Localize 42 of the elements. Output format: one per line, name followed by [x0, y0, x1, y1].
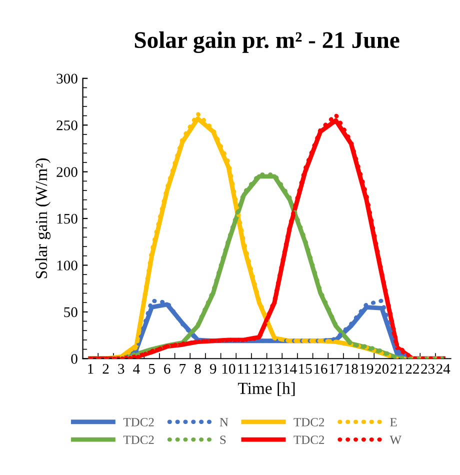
x-tick-label: 24 [436, 364, 450, 374]
x-tick-label: 16 [314, 364, 328, 374]
x-tick-label: 6 [164, 364, 170, 374]
x-tick-label: 21 [390, 364, 404, 374]
x-tick-label: 14 [284, 364, 297, 374]
x-tick-label: 20 [375, 364, 389, 374]
y-tick-label: 100 [57, 260, 78, 270]
x-tick-label: 12 [253, 364, 266, 374]
x-tick-label: 1 [88, 364, 94, 374]
x-tick-label: 15 [299, 364, 312, 374]
y-axis-title: Solar gain (W/m²) [35, 158, 51, 278]
x-tick-label: 8 [194, 364, 201, 374]
x-tick-label: 3 [118, 364, 124, 374]
x-tick-label: 4 [133, 364, 140, 374]
x-tick-label: 17 [330, 364, 343, 374]
y-tick-label: 250 [56, 120, 78, 130]
x-tick-label: 19 [360, 364, 374, 374]
legend-label: W [390, 436, 402, 444]
y-tick-label: 50 [64, 307, 78, 318]
y-tick-label: 200 [56, 167, 78, 177]
legend-label: TDC2 [294, 436, 324, 444]
x-tick-label: 7 [180, 364, 186, 374]
x-tick-label: 23 [421, 364, 435, 374]
legend-label: TDC2 [123, 436, 154, 444]
y-tick-label: 0 [71, 354, 78, 364]
legend-label: S [220, 436, 226, 444]
x-tick-label: 13 [268, 364, 282, 374]
y-tick-label: 300 [56, 74, 78, 84]
x-tick-label: 10 [222, 364, 236, 374]
legend-label: TDC2 [123, 418, 154, 426]
x-tick-label: 2 [102, 364, 109, 374]
x-axis-title: Time [h] [238, 382, 295, 396]
x-tick-label: 22 [406, 364, 419, 374]
y-tick-label: 150 [57, 214, 78, 224]
x-tick-label: 9 [210, 364, 216, 374]
x-tick-label: 5 [149, 364, 155, 374]
x-tick-label: 11 [238, 364, 250, 374]
x-tick-label: 18 [345, 364, 358, 374]
legend-label: N [220, 418, 228, 426]
chart-title: Solar gain pr. m² - 21 June [134, 31, 400, 54]
legend-label: E [390, 418, 397, 426]
legend-label: TDC2 [294, 418, 324, 426]
